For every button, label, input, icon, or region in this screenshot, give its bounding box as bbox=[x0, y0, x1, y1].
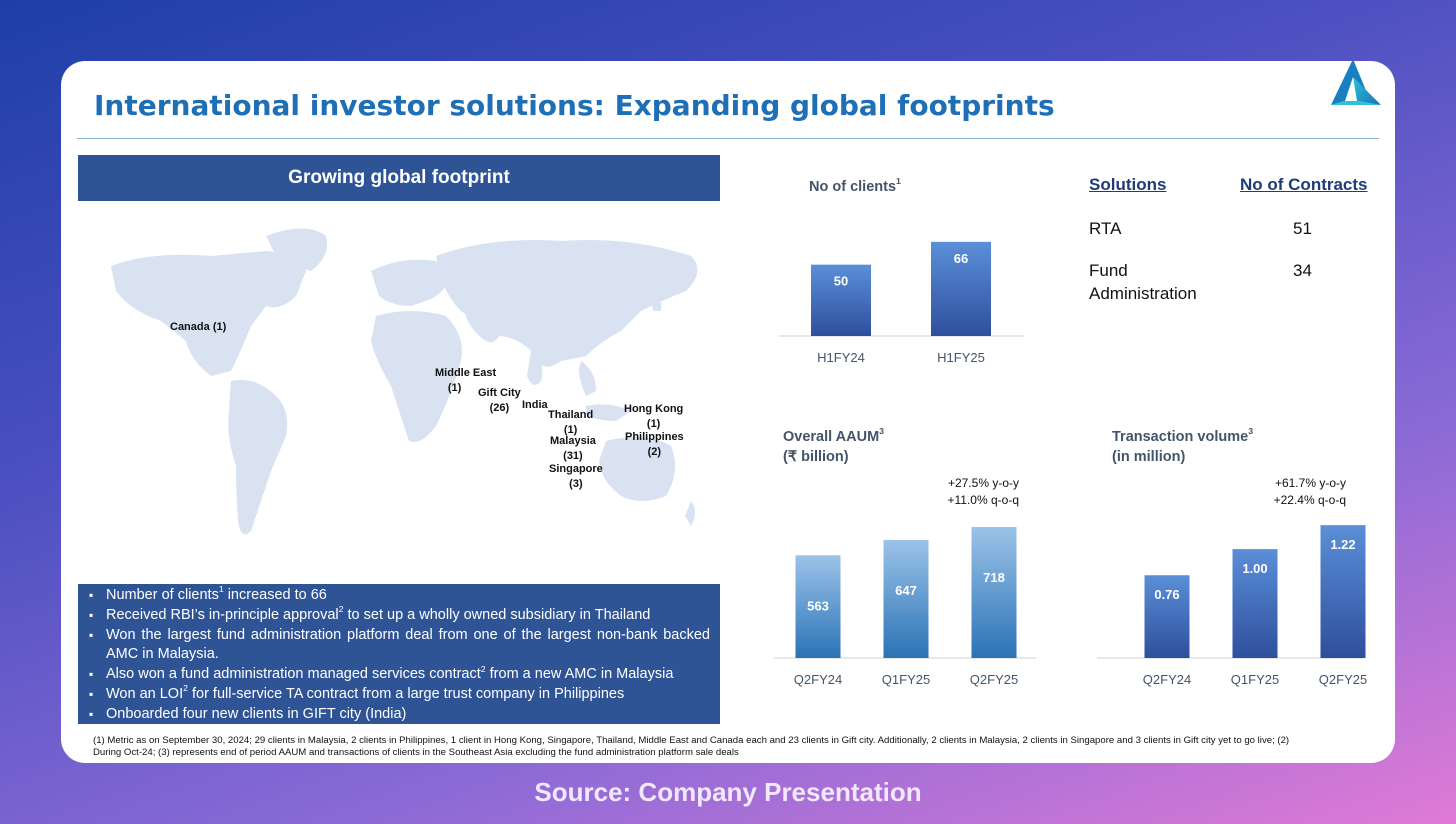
map-label-middle-east: Middle East (1) bbox=[435, 367, 497, 394]
map-label-singapore: Singapore (3) bbox=[549, 463, 603, 490]
panel-header: Growing global footprint bbox=[78, 155, 720, 201]
title-divider bbox=[77, 138, 1379, 139]
category-label: Q2FY24 bbox=[1143, 672, 1191, 687]
source-caption: Source: Company Presentation bbox=[534, 777, 922, 807]
bar bbox=[795, 555, 841, 658]
data-label: 563 bbox=[807, 598, 829, 613]
table-cell-contracts: 34 bbox=[1293, 261, 1312, 280]
data-label: 66 bbox=[954, 251, 968, 266]
category-label: H1FY25 bbox=[937, 350, 985, 365]
bar bbox=[1320, 525, 1366, 658]
map-label-thailand: Thailand (1) bbox=[548, 409, 594, 436]
category-label: Q2FY24 bbox=[794, 672, 842, 687]
bullet-item: Onboarded four new clients in GIFT city … bbox=[89, 705, 710, 725]
bullet-item: Received RBI’s in-principle approval2 to… bbox=[89, 605, 710, 626]
aaum-bar-chart: 563 Q2FY24 647 Q1FY25 718 Q2FY25 bbox=[774, 526, 1036, 687]
transaction-chart-title: Transaction volume3 (in million) bbox=[1112, 426, 1254, 465]
transaction-growth-annotation: +61.7% y-o-y +22.4% q-o-q bbox=[1273, 476, 1346, 507]
table-cell-solution: Fund Administration bbox=[1089, 261, 1197, 303]
category-label: Q1FY25 bbox=[882, 672, 930, 687]
clients-chart-title: No of clients1 bbox=[809, 176, 901, 195]
map-label-gift-city: Gift City (26) bbox=[478, 387, 521, 414]
bar bbox=[971, 526, 1017, 658]
data-label: 647 bbox=[895, 583, 917, 598]
slide-card: International investor solutions: Expand… bbox=[61, 61, 1395, 763]
bullet-item: Number of clients1 increased to 66 bbox=[89, 585, 710, 606]
category-label: H1FY24 bbox=[817, 350, 865, 365]
bar bbox=[1144, 575, 1190, 658]
data-label: 1.00 bbox=[1242, 561, 1267, 576]
data-label: 0.76 bbox=[1154, 587, 1179, 602]
highlights-panel: Number of clients1 increased to 66 Recei… bbox=[78, 584, 720, 724]
category-label: Q2FY25 bbox=[1319, 672, 1367, 687]
data-label: 50 bbox=[834, 274, 848, 289]
clients-bar-chart: 50 H1FY24 66 H1FY25 bbox=[779, 241, 1024, 365]
category-label: Q2FY25 bbox=[970, 672, 1018, 687]
bar bbox=[883, 539, 929, 658]
table-cell-solution: RTA bbox=[1089, 219, 1122, 238]
company-logo-icon bbox=[1331, 61, 1381, 105]
world-map bbox=[111, 228, 698, 535]
bar bbox=[811, 264, 871, 336]
bullet-item: Won an LOI2 for full-service TA contract… bbox=[89, 684, 710, 705]
bar bbox=[931, 241, 991, 336]
bullet-item: Also won a fund administration managed s… bbox=[89, 664, 710, 685]
map-label-hong-kong: Hong Kong (1) bbox=[624, 403, 684, 430]
slide-title: International investor solutions: Expand… bbox=[94, 89, 1055, 122]
map-label-malaysia: Malaysia (31) bbox=[550, 435, 596, 462]
table-cell-contracts: 51 bbox=[1293, 219, 1312, 238]
bullet-item: Won the largest fund administration plat… bbox=[89, 626, 710, 666]
aaum-growth-annotation: +27.5% y-o-y +11.0% q-o-q bbox=[947, 476, 1020, 507]
bar bbox=[1232, 549, 1278, 658]
table-header-solutions: Solutions bbox=[1089, 175, 1167, 194]
footnote: (1) Metric as on September 30, 2024; 29 … bbox=[93, 735, 1290, 758]
transaction-bar-chart: 0.76 Q2FY24 1.00 Q1FY25 1.22 Q2FY25 bbox=[1097, 525, 1367, 687]
data-label: 1.22 bbox=[1330, 537, 1355, 552]
map-label-india: India bbox=[522, 399, 548, 411]
map-label-canada: Canada (1) bbox=[170, 321, 227, 333]
map-label-philippines: Philippines (2) bbox=[625, 431, 684, 458]
data-label: 718 bbox=[983, 570, 1005, 585]
aaum-chart-title: Overall AAUM3 (₹ billion) bbox=[783, 426, 884, 465]
category-label: Q1FY25 bbox=[1231, 672, 1279, 687]
table-header-contracts: No of Contracts bbox=[1240, 175, 1368, 194]
